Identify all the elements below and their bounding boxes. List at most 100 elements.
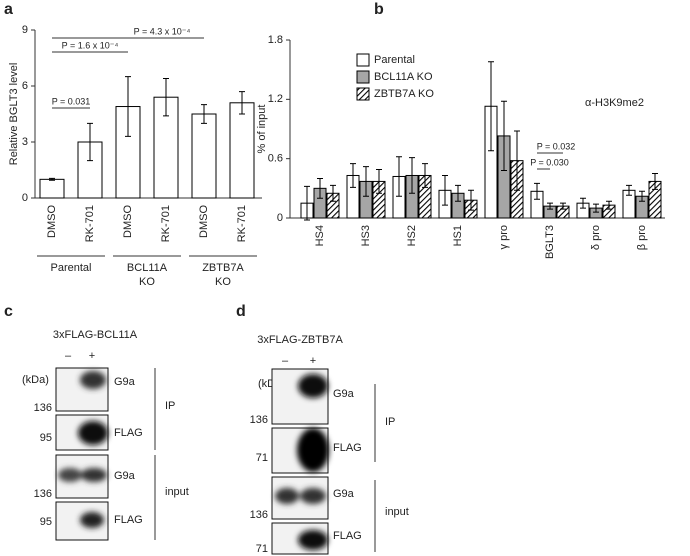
y-tick-label: 6: [22, 80, 28, 92]
x-tick-label: HS1: [452, 225, 464, 246]
legend-label: BCL11A KO: [374, 71, 433, 83]
error-bar: [442, 174, 448, 206]
x-tick-label: HS2: [406, 225, 418, 246]
panel-label: a: [4, 1, 13, 18]
panel-label: b: [374, 1, 384, 18]
axis: [34, 30, 262, 199]
error-bar: [201, 104, 207, 124]
error-bar: [49, 177, 55, 181]
legend-swatch: [356, 53, 370, 67]
marker-label: 95: [40, 516, 52, 528]
band-label: FLAG: [333, 530, 362, 542]
x-tick-label: DMSO: [46, 205, 58, 238]
lane-label: +: [310, 355, 316, 367]
lane-label: –: [65, 350, 72, 362]
legend-label: Parental: [374, 54, 415, 66]
x-tick-label: β pro: [636, 225, 648, 250]
error-bar: [455, 184, 461, 202]
group-label: input: [385, 506, 409, 518]
bar: [191, 113, 217, 199]
marker-label: 136: [34, 402, 52, 414]
x-tick-label: HS4: [314, 225, 326, 246]
y-tick-label: 0: [277, 212, 283, 224]
panel-label: d: [236, 303, 246, 320]
subtitle: α-H3K9me2: [585, 97, 644, 109]
marker-label: 71: [256, 452, 268, 464]
band-label: FLAG: [114, 514, 143, 526]
marker-label: 71: [256, 543, 268, 555]
x-tick-label: γ pro: [498, 225, 510, 249]
x-tick-label: RK-701: [160, 205, 172, 242]
group-label: IP: [165, 400, 175, 412]
legend-swatch: [356, 70, 370, 84]
lane-label: –: [282, 355, 289, 367]
blot-title: 3xFLAG-ZBTB7A: [257, 334, 343, 346]
panel-label: c: [4, 303, 13, 320]
error-bar: [606, 200, 612, 210]
group-label: ZBTB7A: [202, 262, 244, 274]
error-bar: [560, 202, 566, 210]
marker-label: 95: [40, 432, 52, 444]
y-tick-label: 1.2: [268, 93, 283, 105]
unit-label: (kDa): [22, 374, 49, 386]
y-tick-label: 0: [22, 192, 28, 204]
x-tick-label: RK-701: [236, 205, 248, 242]
error-bar: [488, 61, 494, 152]
x-tick-label: HS3: [360, 225, 372, 246]
axis: [289, 40, 665, 219]
error-bar: [409, 157, 415, 194]
error-bar: [422, 163, 428, 188]
band-label: FLAG: [114, 427, 143, 439]
y-tick-label: 9: [22, 24, 28, 36]
marker-label: 136: [250, 509, 268, 521]
annotation: P = 1.6 x 10⁻⁴: [62, 40, 119, 50]
legend-swatch: [356, 87, 370, 101]
y-tick-label: 0.6: [268, 153, 283, 165]
error-bar: [125, 76, 131, 137]
group-label: input: [165, 486, 189, 498]
annotation: P = 0.032: [537, 141, 576, 151]
group-label: IP: [385, 416, 395, 428]
annotation: P = 0.030: [530, 157, 569, 167]
y-axis-label: Relative BGLT3 level: [8, 63, 20, 166]
error-bar: [396, 156, 402, 197]
error-bar: [652, 173, 658, 190]
error-bar: [639, 190, 645, 202]
x-tick-label: RK-701: [84, 205, 96, 242]
error-bar: [593, 203, 599, 213]
group-label: KO: [139, 276, 155, 288]
x-tick-label: DMSO: [198, 205, 210, 238]
error-bar: [363, 166, 369, 197]
y-tick-label: 3: [22, 136, 28, 148]
annotation: P = 4.3 x 10⁻⁴: [134, 26, 191, 36]
error-bar: [350, 163, 356, 188]
error-bar: [330, 184, 336, 202]
legend-label: ZBTB7A KO: [374, 88, 434, 100]
error-bar: [376, 169, 382, 194]
blot-panel-c: 3xFLAG-BCL11A – + (kDa) 136 95 136 95 G9…: [22, 329, 189, 541]
bands: [275, 374, 329, 550]
error-bar: [534, 182, 540, 200]
error-bar: [239, 91, 245, 115]
x-tick-label: δ pro: [590, 225, 602, 250]
error-bar: [626, 184, 632, 196]
bands: [58, 371, 108, 528]
annotation: P = 0.031: [52, 96, 91, 106]
group-label: Parental: [51, 262, 92, 274]
error-bar: [468, 189, 474, 211]
y-axis-label: % of input: [256, 105, 268, 154]
marker-label: 136: [250, 414, 268, 426]
blot-panel-d: 3xFLAG-ZBTB7A – + (kDa) 136 71 136 71 G9…: [250, 334, 409, 555]
lane-label: +: [89, 350, 95, 362]
x-tick-label: DMSO: [122, 205, 134, 238]
group-label: KO: [215, 276, 231, 288]
band-label: FLAG: [333, 442, 362, 454]
x-tick-label: BGLT3: [544, 225, 556, 259]
y-tick-label: 1.8: [268, 34, 283, 46]
error-bar: [514, 130, 520, 191]
bar: [229, 102, 255, 199]
bar: [39, 178, 65, 199]
error-bar: [547, 202, 553, 210]
error-bar: [304, 185, 310, 221]
